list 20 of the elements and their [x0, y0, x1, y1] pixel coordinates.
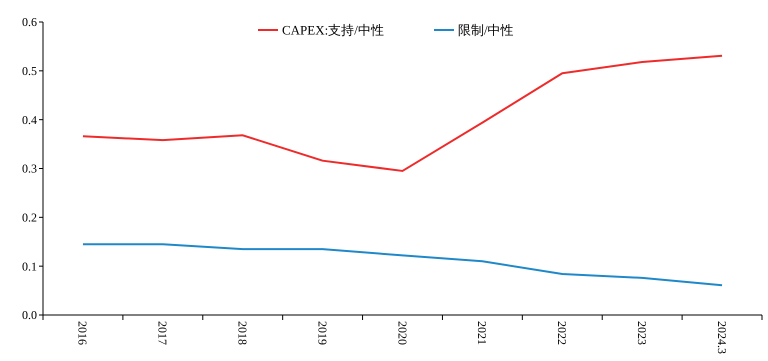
line-series: [82, 54, 724, 172]
x-tick-label: 2020: [395, 321, 410, 345]
y-tick-label: 0.3: [22, 162, 37, 176]
x-tick-label: 2021: [475, 321, 490, 345]
y-tick-label: 0.4: [22, 112, 37, 127]
y-tick-label: 0.0: [22, 308, 37, 322]
y-tick-label: 0.5: [22, 64, 37, 78]
x-tick-label: 2023: [634, 321, 649, 345]
y-tick-label: 0.1: [22, 259, 37, 274]
x-tick-label: 2016: [76, 321, 90, 345]
x-tick-label: 2017: [156, 321, 170, 345]
x-tick-label: 2019: [315, 321, 330, 345]
x-tick-label: 2018: [236, 321, 250, 345]
line-series: [82, 243, 724, 286]
x-tick-label: 2024.3: [714, 321, 729, 354]
legend-label: 限制/中性: [458, 22, 514, 38]
x-tick-label: 2022: [555, 321, 570, 345]
y-tick-label: 0.6: [22, 15, 37, 30]
y-tick-label: 0.2: [22, 210, 37, 225]
legend-label: CAPEX:支持/中性: [282, 22, 384, 38]
